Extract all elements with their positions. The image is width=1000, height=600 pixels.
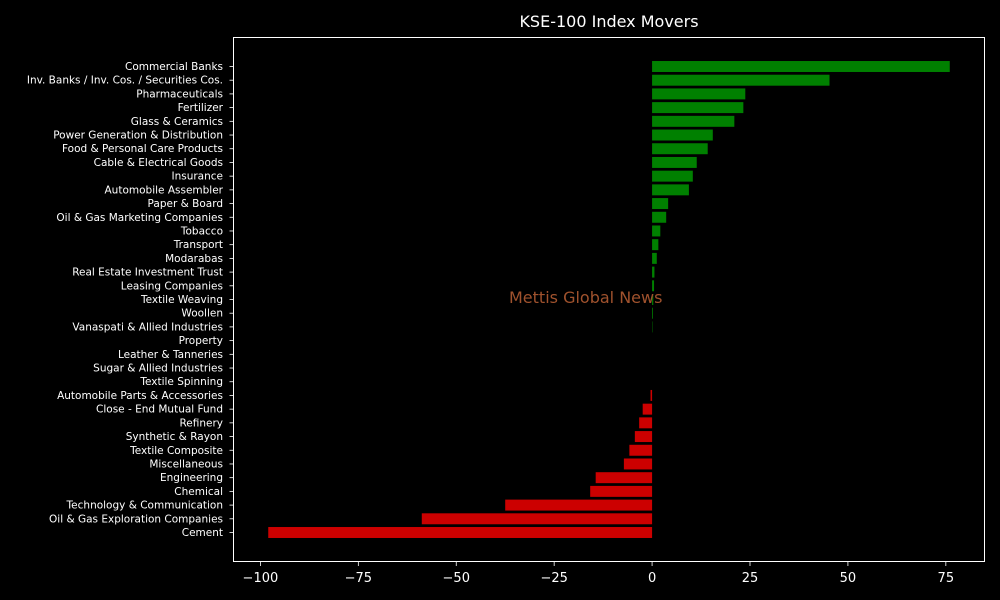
y-tick-label: Textile Composite [129, 445, 223, 457]
y-tick-label: Oil & Gas Marketing Companies [56, 212, 223, 224]
bars-group [268, 61, 950, 538]
bar [652, 239, 659, 251]
y-tick-label: Miscellaneous [149, 458, 223, 470]
bar [652, 156, 697, 168]
bar [652, 225, 661, 237]
y-tick-label: Food & Personal Care Products [62, 143, 223, 155]
x-tick-label: −50 [443, 571, 470, 586]
y-tick-label: Oil & Gas Exploration Companies [49, 513, 223, 525]
y-tick-label: Commercial Banks [125, 61, 223, 73]
x-tick-label: −75 [345, 571, 372, 586]
bar [652, 307, 653, 319]
x-axis-ticks: −100 −75 −50 −25 0 25 50 75 [243, 562, 955, 586]
bar [652, 184, 689, 196]
y-tick-label: Close - End Mutual Fund [96, 404, 223, 416]
y-tick-label: Engineering [160, 472, 223, 484]
bar [623, 458, 653, 470]
x-tick-label: 25 [742, 571, 759, 586]
bar [634, 431, 653, 443]
bar [642, 403, 653, 415]
y-tick-label: Automobile Assembler [105, 184, 224, 196]
bar [652, 143, 708, 155]
y-tick-label: Cement [182, 527, 223, 539]
y-tick-label: Automobile Parts & Accessories [57, 390, 223, 402]
bar [652, 280, 655, 292]
y-tick-label: Glass & Ceramics [131, 116, 223, 128]
bar [505, 499, 653, 511]
x-tick-label: 75 [938, 571, 955, 586]
bar [652, 266, 655, 278]
y-tick-label: Technology & Communication [66, 500, 223, 512]
bar [639, 417, 653, 429]
bar [268, 527, 653, 538]
watermark: Mettis Global News [509, 288, 663, 307]
bar [652, 294, 654, 305]
y-tick-label: Textile Spinning [139, 376, 223, 388]
bar [652, 198, 669, 210]
bar [652, 252, 657, 264]
y-tick-label: Leather & Tanneries [118, 349, 223, 361]
bar [650, 389, 653, 401]
bar [652, 115, 735, 127]
y-tick-label: Chemical [174, 486, 223, 498]
y-tick-label: Transport [173, 239, 223, 251]
y-tick-label: Leasing Companies [121, 280, 223, 292]
y-axis-ticks: Commercial Banks Inv. Banks / Inv. Cos. /… [27, 61, 233, 539]
x-tick-label: −100 [243, 571, 279, 586]
bar [652, 102, 744, 114]
bar [652, 74, 830, 86]
chart-title: KSE-100 Index Movers [519, 12, 699, 31]
y-tick-label: Real Estate Investment Trust [72, 267, 223, 279]
y-tick-label: Refinery [179, 417, 223, 429]
bar [421, 513, 653, 525]
y-tick-label: Inv. Banks / Inv. Cos. / Securities Cos. [27, 75, 223, 87]
bar [595, 472, 653, 484]
bar [652, 88, 746, 100]
y-tick-label: Power Generation & Distribution [53, 130, 223, 142]
x-tick-label: −25 [540, 571, 567, 586]
bar [652, 170, 693, 182]
bar [590, 485, 653, 497]
y-tick-label: Property [179, 335, 223, 347]
y-tick-label: Sugar & Allied Industries [93, 363, 223, 375]
y-tick-label: Vanaspati & Allied Industries [72, 321, 223, 333]
y-tick-label: Modarabas [165, 253, 223, 265]
y-tick-label: Tobacco [180, 225, 223, 237]
bar [629, 444, 653, 456]
x-tick-label: 50 [840, 571, 857, 586]
bar [652, 211, 667, 223]
axes-frame [233, 37, 985, 562]
y-tick-label: Cable & Electrical Goods [94, 157, 223, 169]
y-tick-label: Fertilizer [178, 102, 224, 114]
bar [652, 61, 950, 72]
y-tick-label: Textile Weaving [140, 294, 223, 306]
bar [652, 129, 713, 141]
y-tick-label: Paper & Board [148, 198, 223, 210]
y-tick-label: Synthetic & Rayon [126, 431, 223, 443]
x-tick-label: 0 [648, 571, 656, 586]
y-tick-label: Woollen [181, 308, 223, 320]
y-tick-label: Pharmaceuticals [136, 88, 223, 100]
y-tick-label: Insurance [171, 171, 223, 183]
